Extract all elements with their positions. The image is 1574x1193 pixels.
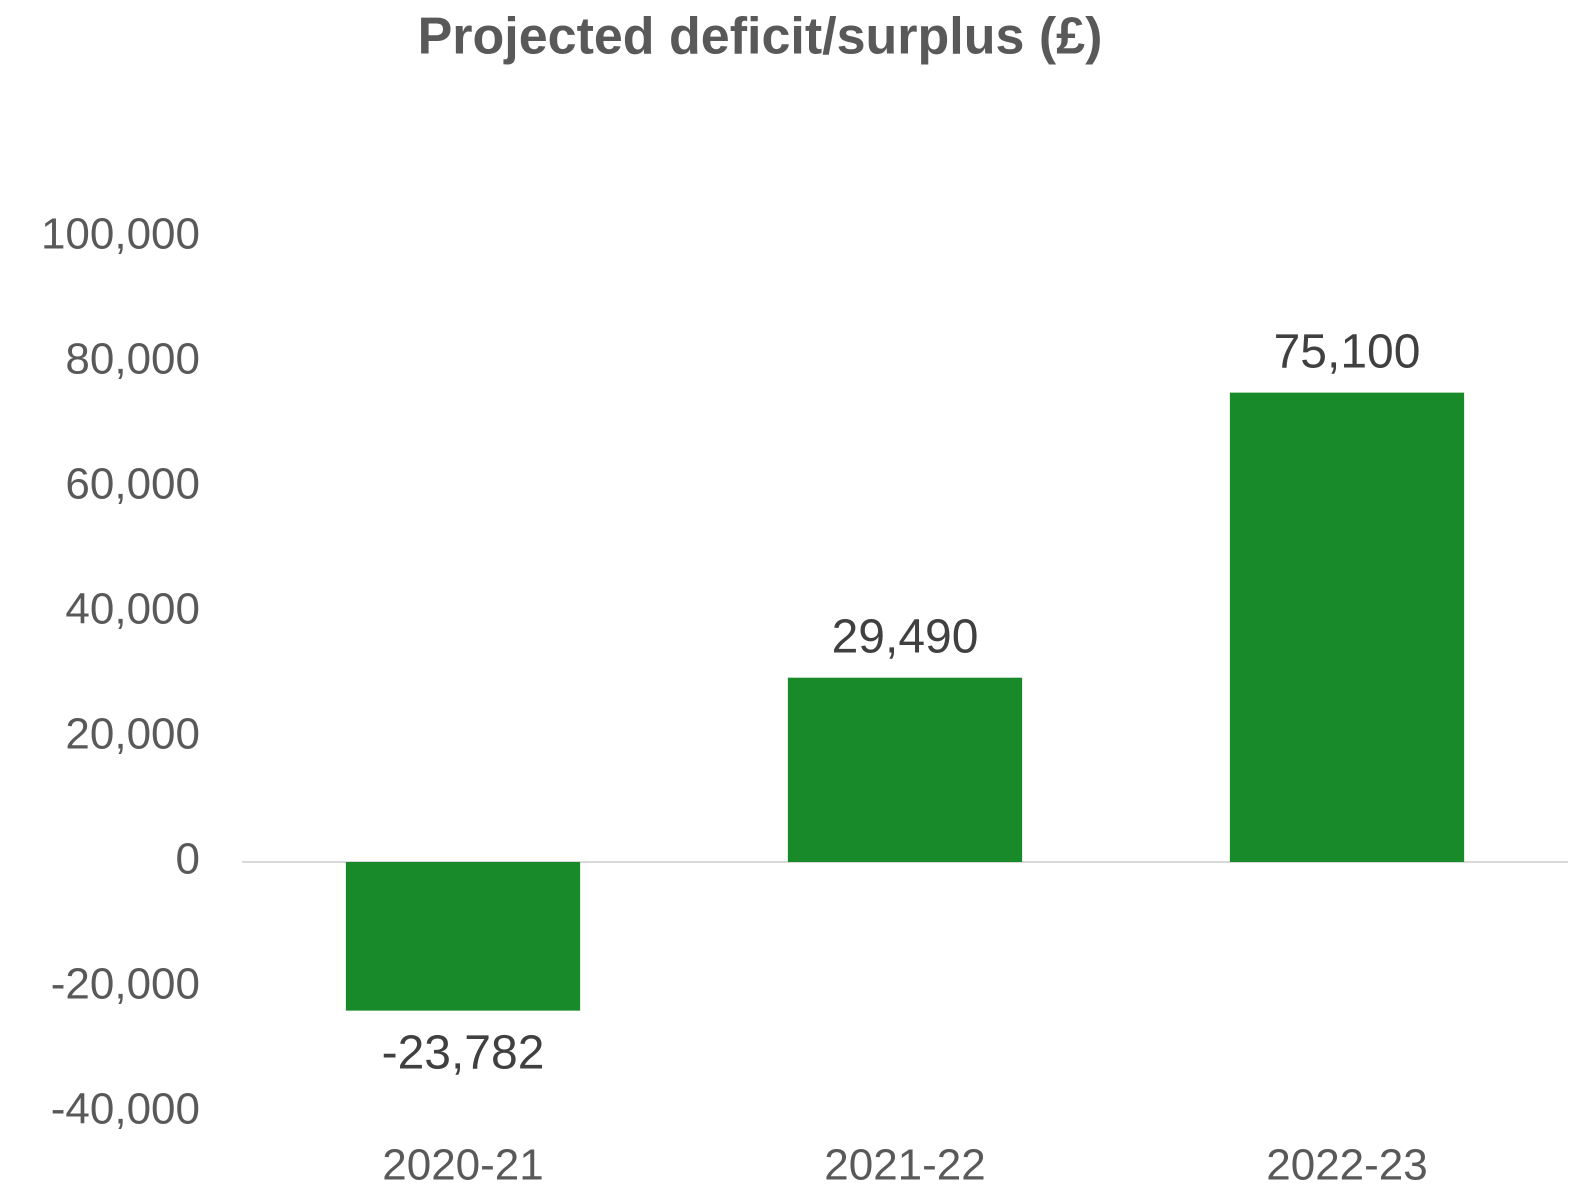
bar bbox=[345, 862, 581, 1011]
x-tick-label: 2021-22 bbox=[824, 1141, 985, 1190]
y-tick-label: -20,000 bbox=[51, 960, 200, 1009]
y-tick-label: 20,000 bbox=[65, 710, 200, 759]
y-tick-label: 80,000 bbox=[65, 335, 200, 384]
value-label: 75,100 bbox=[1274, 325, 1421, 378]
bar bbox=[787, 677, 1023, 862]
chart-title: Projected deficit/surplus (£) bbox=[418, 8, 1103, 66]
x-tick-label: 2020-21 bbox=[382, 1141, 543, 1190]
y-tick-label: 40,000 bbox=[65, 585, 200, 634]
y-tick-label: -40,000 bbox=[51, 1085, 200, 1134]
value-label: 29,490 bbox=[832, 610, 979, 663]
y-tick-label: 100,000 bbox=[41, 210, 200, 259]
bar bbox=[1229, 392, 1465, 862]
y-tick-label: 0 bbox=[176, 835, 200, 884]
x-tick-label: 2022-23 bbox=[1266, 1141, 1427, 1190]
value-label: -23,782 bbox=[382, 1026, 545, 1079]
y-tick-label: 60,000 bbox=[65, 460, 200, 509]
